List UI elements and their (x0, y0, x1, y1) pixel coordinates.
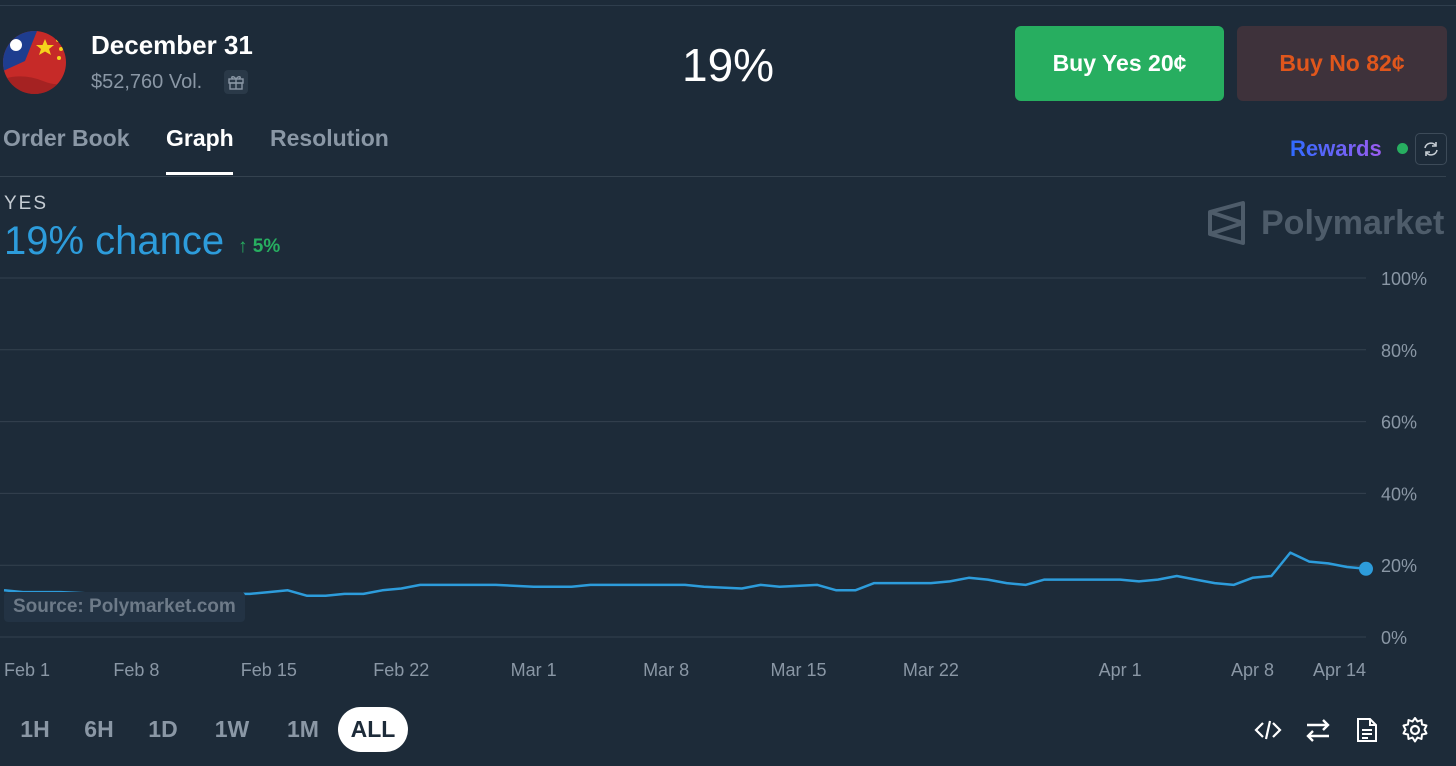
range-all-button[interactable]: ALL (338, 707, 408, 752)
buy-yes-button[interactable]: Buy Yes 20¢ (1015, 26, 1224, 101)
range-1h-button[interactable]: 1H (20, 716, 50, 742)
current-probability: 19% (682, 39, 775, 91)
x-tick-label: Apr 14 (1313, 660, 1366, 680)
y-tick-label: 100% (1381, 269, 1427, 289)
x-tick-label: Feb 22 (373, 660, 429, 680)
range-6h-button[interactable]: 6H (84, 716, 114, 742)
market-avatar (3, 31, 66, 94)
gift-icon[interactable] (224, 70, 248, 94)
x-tick-label: Apr 1 (1099, 660, 1142, 680)
current-value-marker (1359, 561, 1373, 576)
taiwan-china-flag-icon (3, 31, 66, 94)
range-1m-button[interactable]: 1M (287, 716, 319, 742)
tab-graph[interactable]: Graph (166, 125, 234, 151)
refresh-button[interactable] (1415, 133, 1447, 165)
refresh-icon (1424, 142, 1438, 156)
x-tick-label: Mar 8 (643, 660, 689, 680)
x-tick-label: Mar 22 (903, 660, 959, 680)
document-icon[interactable] (1353, 716, 1381, 744)
polymarket-logo-icon (1208, 201, 1245, 245)
embed-code-icon[interactable] (1254, 716, 1282, 744)
y-tick-label: 0% (1381, 628, 1407, 648)
x-tick-label: Mar 1 (511, 660, 557, 680)
rewards-link[interactable]: Rewards (1290, 136, 1382, 161)
y-tick-label: 80% (1381, 341, 1417, 361)
settings-gear-icon[interactable] (1401, 716, 1429, 744)
range-1w-button[interactable]: 1W (214, 716, 250, 742)
x-tick-label: Mar 15 (770, 660, 826, 680)
tab-resolution[interactable]: Resolution (270, 125, 389, 151)
source-label: Source: Polymarket.com (4, 592, 245, 622)
active-tab-indicator (166, 172, 233, 175)
chance-value: 19% chance (4, 219, 225, 263)
x-tick-label: Feb 8 (113, 660, 159, 680)
market-title: December 31 (91, 30, 253, 60)
tab-order-book[interactable]: Order Book (3, 125, 130, 151)
polymarket-watermark: Polymarket (1261, 204, 1445, 242)
x-tick-label: Feb 1 (4, 660, 50, 680)
chance-change: ↑ 5% (238, 236, 281, 257)
x-tick-label: Feb 15 (241, 660, 297, 680)
probability-chart: 100% 80% 60% 40% 20% 0% Feb 1 Feb 8 Feb 15 Feb 2… (0, 269, 1427, 680)
x-tick-label: Apr 8 (1231, 660, 1274, 680)
swap-arrows-icon[interactable] (1304, 716, 1332, 744)
market-volume: $52,760 Vol. (91, 71, 203, 93)
y-tick-label: 20% (1381, 556, 1417, 576)
buy-no-button[interactable]: Buy No 82¢ (1237, 26, 1447, 101)
outcome-label: YES (4, 193, 49, 214)
tab-divider (0, 176, 1446, 177)
y-tick-label: 40% (1381, 484, 1417, 504)
top-divider (0, 5, 1456, 6)
rewards-status-dot (1397, 143, 1408, 154)
yes-probability-line (3, 551, 1367, 597)
range-1d-button[interactable]: 1D (148, 716, 178, 742)
y-tick-label: 60% (1381, 413, 1417, 433)
